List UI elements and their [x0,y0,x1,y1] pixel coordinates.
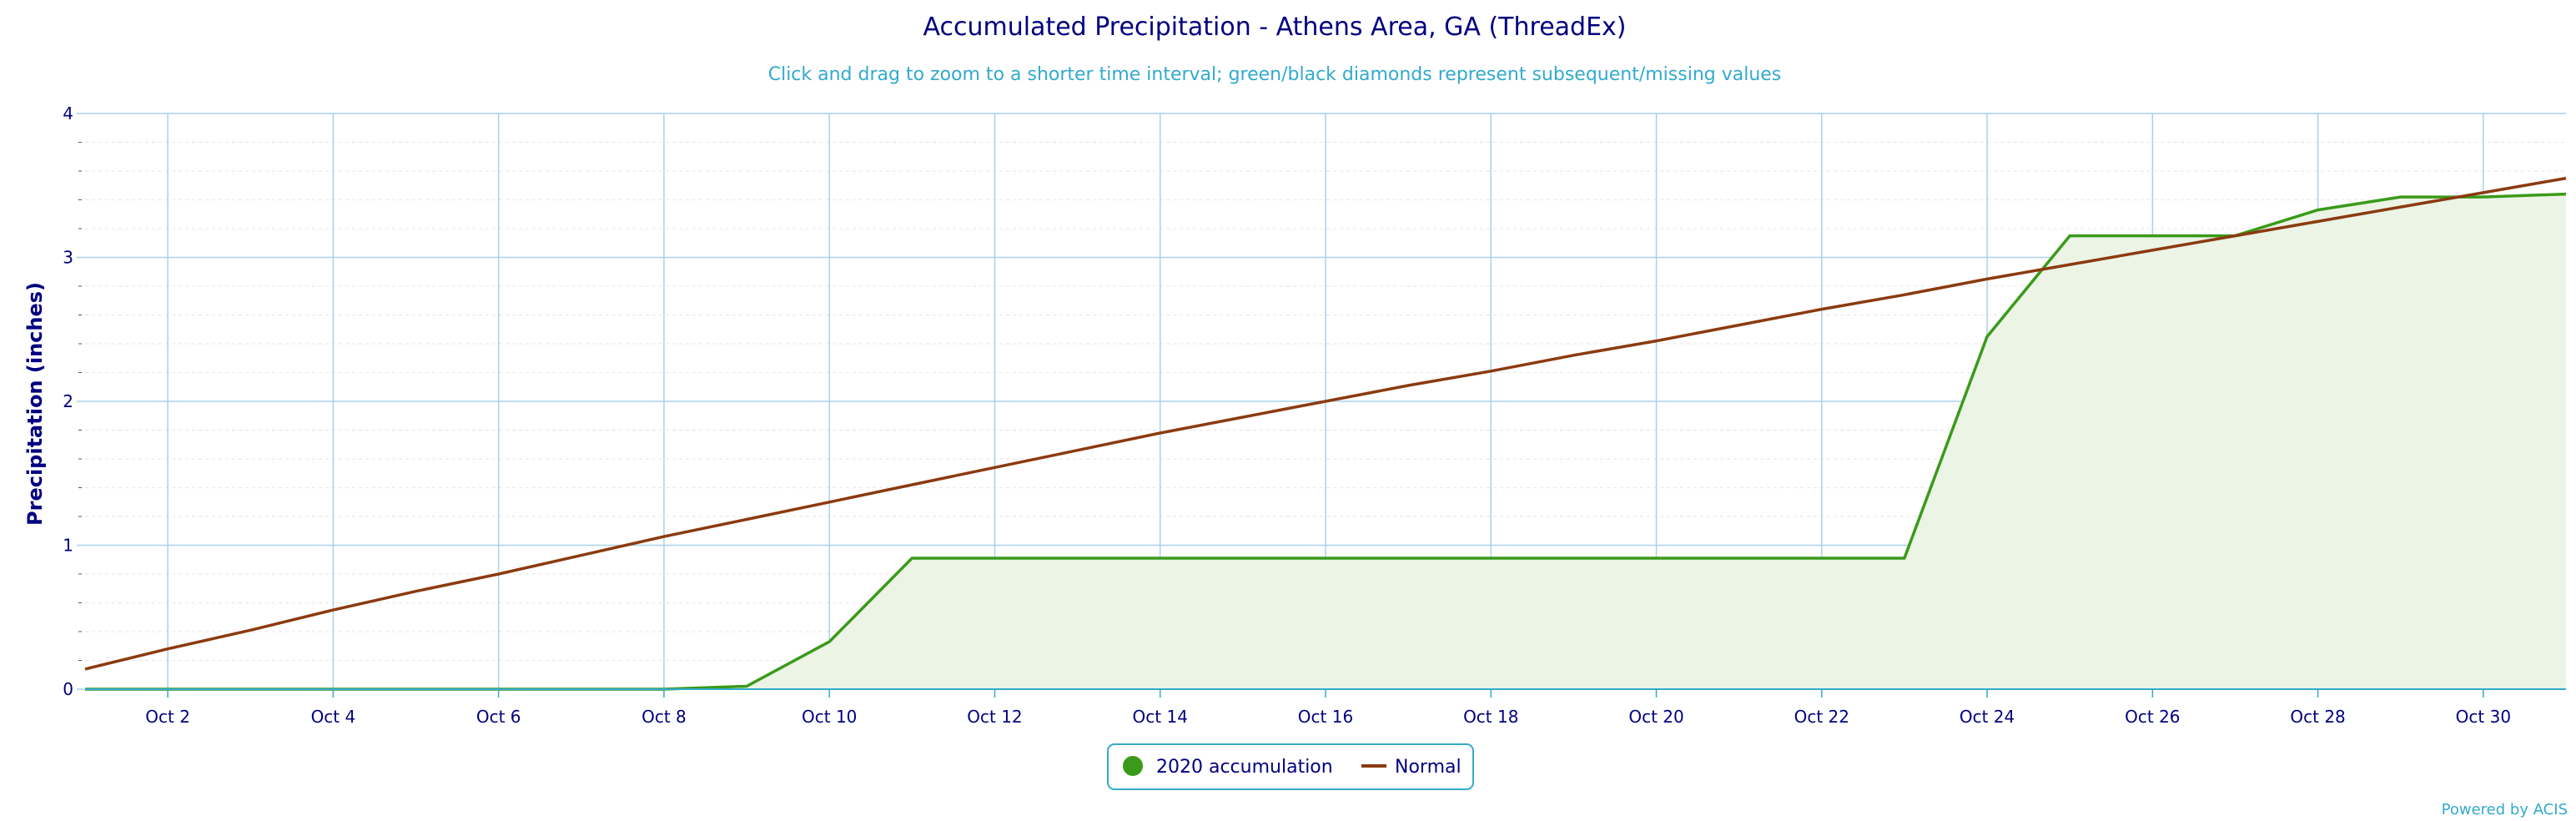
data-point-normal[interactable] [1734,320,1744,330]
data-point-normal[interactable] [2065,259,2075,269]
data-point-normal[interactable] [1817,305,1827,315]
legend-marker-2020-accumulation [1123,756,1143,776]
data-point-normal[interactable] [1486,366,1496,376]
x-tick-label: Oct 2 [145,707,190,727]
y-axis-ticks: 0 1 2 3 4 [63,103,73,699]
data-point-normal[interactable] [494,569,504,579]
data-point-normal[interactable] [1155,428,1165,438]
credit-link[interactable]: Powered by ACIS [2442,801,2568,818]
data-point-2020-accumulation[interactable] [2065,231,2075,241]
data-point-2020-accumulation[interactable] [2147,231,2157,241]
data-point-normal[interactable] [2396,202,2406,212]
y-tick-label: 3 [63,248,73,268]
data-point-normal[interactable] [245,625,255,635]
x-axis-ticks: Oct 2 Oct 4 Oct 6 Oct 8 Oct 10 Oct 12 Oct 14 Oc… [145,689,2511,727]
data-point-normal[interactable] [2313,216,2323,226]
data-point-2020-accumulation[interactable] [1734,553,1744,563]
data-point-normal[interactable] [2478,188,2488,198]
x-tick-label: Oct 6 [476,707,521,727]
data-point-2020-accumulation[interactable] [1403,553,1413,563]
chart-subtitle: Click and drag to zoom to a shorter time… [768,64,1782,85]
data-point-2020-accumulation[interactable] [1899,553,1909,563]
data-point-normal[interactable] [411,587,421,597]
x-tick-label: Oct 18 [1463,707,1518,727]
y-tick-label: 0 [63,679,73,699]
x-tick-label: Oct 30 [2456,707,2511,727]
legend-item-normal[interactable]: Normal [1361,757,1462,778]
legend-label-2020-accumulation: 2020 accumulation [1156,757,1333,778]
data-point-2020-accumulation[interactable] [1982,331,1992,341]
data-point-normal[interactable] [1238,412,1248,422]
x-tick-label: Oct 14 [1133,707,1188,727]
y-tick-label: 1 [63,536,73,556]
data-point-2020-accumulation[interactable] [1321,553,1331,563]
x-tick-label: Oct 22 [1794,707,1849,727]
data-point-2020-accumulation[interactable] [2313,205,2323,215]
series-area-2020-accumulation [85,194,2566,690]
x-tick-label: Oct 24 [1960,707,2015,727]
data-point-normal[interactable] [328,605,338,615]
y-axis-title: Precipitation (inches) [23,282,47,526]
chart-title: Accumulated Precipitation - Athens Area,… [923,13,1626,42]
data-point-2020-accumulation[interactable] [1652,553,1662,563]
data-point-normal[interactable] [1073,446,1083,456]
minor-grid [78,142,2566,661]
data-point-normal[interactable] [742,514,752,524]
y-tick-label: 2 [63,391,73,411]
legend: 2020 accumulation Normal [1107,743,1474,790]
data-point-normal[interactable] [1652,336,1662,346]
x-tick-label: Oct 16 [1298,707,1353,727]
data-point-2020-accumulation[interactable] [1238,553,1248,563]
data-point-normal[interactable] [576,551,586,561]
data-point-2020-accumulation[interactable] [1155,553,1165,563]
x-tick-label: Oct 12 [967,707,1022,727]
legend-item-2020-accumulation[interactable]: 2020 accumulation [1123,756,1333,778]
data-point-normal[interactable] [163,644,173,654]
y-tick-label: 4 [63,103,73,123]
data-point-normal[interactable] [1403,380,1413,390]
data-point-normal[interactable] [1899,290,1909,300]
data-point-normal[interactable] [2230,231,2240,241]
data-point-2020-accumulation[interactable] [1486,553,1496,563]
data-point-normal[interactable] [2561,174,2571,184]
x-tick-label: Oct 20 [1628,707,1683,727]
data-point-2020-accumulation[interactable] [2561,189,2571,199]
x-tick-label: Oct 28 [2290,707,2345,727]
legend-box [1107,743,1474,790]
series-line-normal[interactable] [84,176,2567,671]
data-point-normal[interactable] [80,664,90,674]
data-point-normal[interactable] [1982,274,1992,284]
data-point-2020-accumulation[interactable] [1817,553,1827,563]
legend-label-normal: Normal [1395,757,1462,778]
data-point-2020-accumulation[interactable] [1073,553,1083,563]
data-point-normal[interactable] [907,480,917,490]
data-point-normal[interactable] [824,497,834,507]
data-point-2020-accumulation[interactable] [2396,192,2406,202]
data-point-2020-accumulation[interactable] [1568,553,1578,563]
data-point-normal[interactable] [1568,350,1578,360]
x-tick-label: Oct 8 [641,707,687,727]
data-point-normal[interactable] [659,531,669,541]
data-point-normal[interactable] [2147,245,2157,255]
x-tick-label: Oct 26 [2125,707,2180,727]
data-point-normal[interactable] [1321,396,1331,406]
data-point-normal[interactable] [989,462,999,472]
x-tick-label: Oct 4 [311,707,356,727]
data-point-2020-accumulation[interactable] [989,553,999,563]
x-tick-label: Oct 10 [802,707,857,727]
data-point-2020-accumulation[interactable] [824,637,834,647]
data-point-2020-accumulation[interactable] [907,553,917,563]
